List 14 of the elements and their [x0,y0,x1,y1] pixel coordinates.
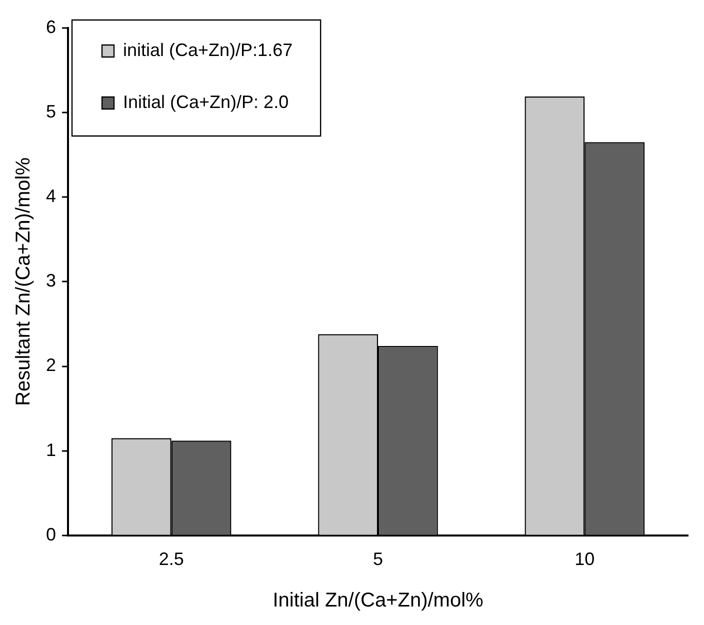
y-tick-label: 3 [46,270,56,291]
y-tick-label: 6 [46,16,56,37]
y-axis-title: Resultant Zn/(Ca+Zn)/mol% [12,157,35,406]
y-tick-label: 4 [46,186,56,206]
y-tick-label: 2 [46,355,56,376]
y-tick-label: 1 [46,440,56,460]
x-tick-label: 5 [373,549,384,570]
x-tick-label: 2.5 [158,549,184,570]
y-tick-label: 0 [46,524,56,544]
legend-label: Initial (Ca+Zn)/P: 2.0 [123,92,289,112]
legend-label: initial (Ca+Zn)/P:1.67 [123,40,293,60]
x-tick-label: 10 [574,549,595,570]
x-axis-title: Initial Zn/(Ca+Zn)/mol% [272,590,484,612]
y-tick-label: 5 [46,102,56,122]
